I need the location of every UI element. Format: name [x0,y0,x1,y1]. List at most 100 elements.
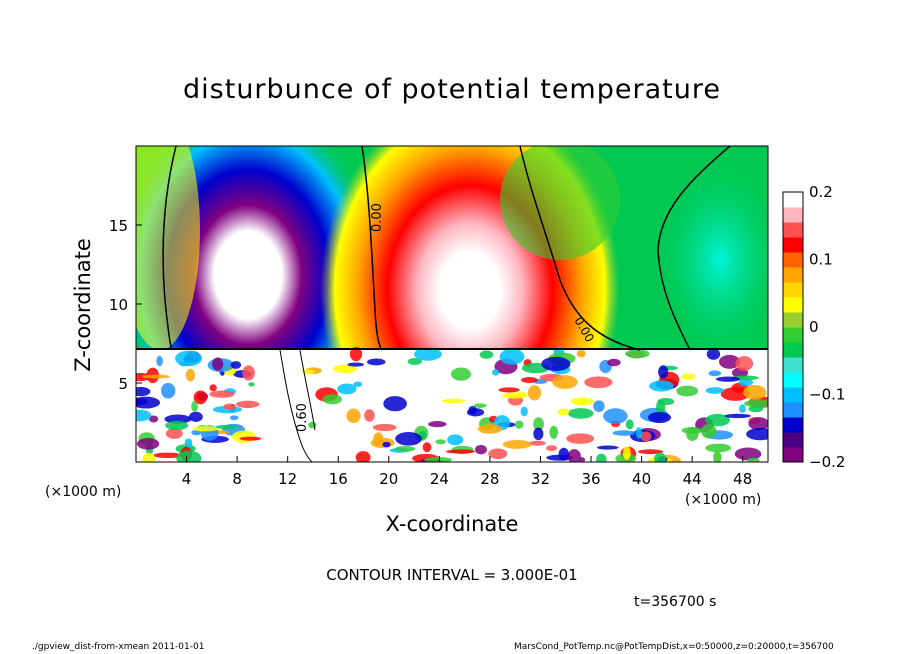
field-blob [705,443,732,453]
field-blob [558,447,570,461]
field-blob [578,457,586,462]
field-blob [450,367,472,381]
field-blob [188,411,203,422]
field-blob [648,411,672,424]
colorbar-cell [783,222,803,238]
y-tick-label: 10 [109,296,128,314]
contour-label-lower: 0.60 [295,403,310,432]
field-blob [596,445,619,450]
colorbar-cell [783,192,803,208]
field-blob [498,387,520,393]
field-blob [136,386,151,397]
colorbar-cell [783,237,803,253]
field-blob [466,408,485,417]
field-blob [424,457,453,462]
field-blob [566,433,595,444]
field-blob [395,431,422,446]
field-blob [148,415,159,423]
colorbar-cell [783,282,803,298]
field-blob [230,361,242,369]
x-tick-label: 20 [379,470,398,488]
field-blob [156,355,163,367]
field-blob [175,350,203,367]
field-blob [681,373,696,380]
field-blob [209,384,217,392]
y-tick-label: 5 [118,375,128,393]
field-blob [593,400,605,412]
colorbar-tick-label: −0.2 [809,453,845,471]
x-tick-label: 16 [329,470,348,488]
field-blob [136,409,152,422]
x-tick-label: 4 [182,470,192,488]
field-blob [576,349,586,358]
field-blob [552,375,578,389]
x-unit-label-left: (×1000 m) [45,484,122,500]
field-blob [488,448,508,460]
field-blob [708,370,722,377]
field-blob [738,378,753,387]
field-blob [191,429,202,436]
field-blob [567,408,594,419]
field-blob [441,398,466,404]
colorbar-cell [783,402,803,418]
colorbar-frame [782,191,804,463]
footer-left-text: ./gpview_dist-from-xmean 2011-01-01 [32,642,205,652]
x-tick-label: 32 [531,470,550,488]
field-blob [527,385,542,401]
x-tick-label: 48 [733,470,752,488]
field-blob [248,382,255,387]
field-blob [136,438,160,450]
colorbar-cell [783,327,803,343]
field-blob [176,450,202,462]
field-blob [654,452,667,462]
x-tick-label: 44 [683,470,702,488]
field-blob [337,383,357,395]
field-blob [502,440,532,449]
field-blob [570,397,594,406]
x-axis-ticks: 4 8 12 16 20 24 28 32 36 40 44 48 [182,456,752,488]
contour-interval-text: CONTOUR INTERVAL = 3.000E-01 [326,566,578,584]
field-blob [153,452,183,459]
x-tick-label: 8 [232,470,242,488]
field-blob [242,365,255,381]
field-blob [557,408,570,416]
field-blob [223,403,236,410]
field-blob [428,421,447,428]
field-blob [603,408,628,424]
field-blob [372,423,397,432]
field-blob [474,444,487,455]
field-blob [517,391,526,398]
field-blob [394,446,416,452]
field-blob [301,369,315,374]
field-blob [567,449,581,462]
field-blob [447,434,464,446]
field-blob [422,442,432,453]
colorbar-cell [783,387,803,403]
field-blob [705,413,731,427]
field-blob [738,404,746,413]
colorbar-cell [783,447,803,463]
time-label: t=356700 s [634,594,717,610]
field-blob [681,427,703,434]
field-blob [165,428,183,439]
field-blob [529,440,546,446]
field-blob [520,406,528,417]
field-blob [435,439,446,445]
colorbar-cell [783,372,803,388]
field-blob [545,445,558,452]
field-blob [477,424,503,434]
field-blob [382,441,391,448]
x-tick-label: 40 [632,470,651,488]
field-blob [136,396,161,409]
field-blob [584,376,613,389]
field-blob [191,401,198,412]
colorbar-cell [783,432,803,448]
field-blob [625,349,650,359]
field-blob [541,356,571,372]
field-blob [479,350,494,359]
colorbar-tick-label: −0.1 [809,386,845,404]
field-blob [192,426,219,432]
colorbar-cell [783,252,803,268]
field-blob [367,358,386,366]
colorbar-tick-label: 0 [809,318,819,336]
